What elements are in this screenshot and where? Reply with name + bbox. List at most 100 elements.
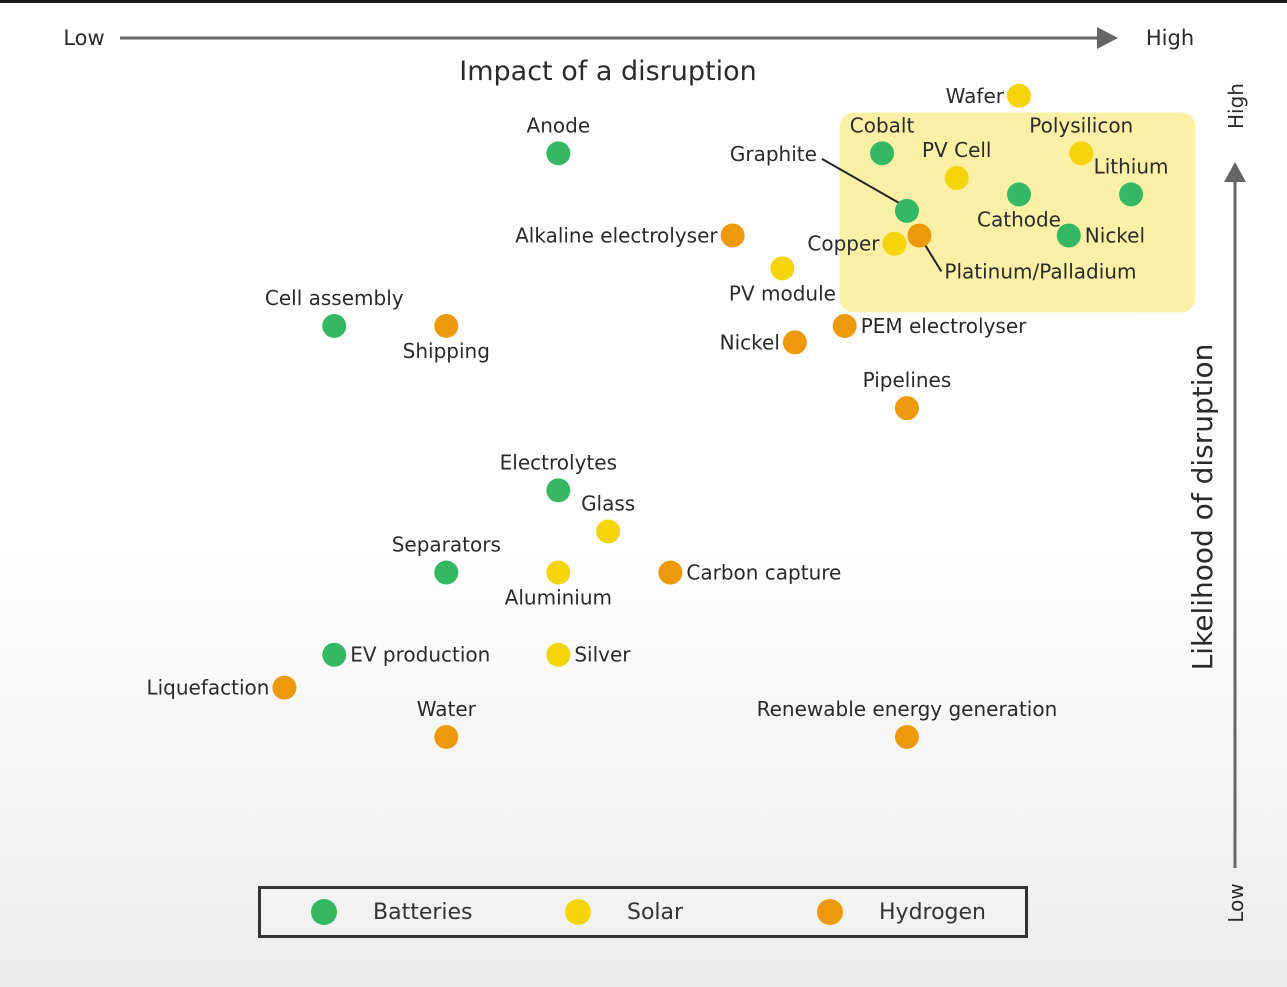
data-point-marker: [546, 560, 571, 585]
label-leader-line: [821, 157, 900, 204]
legend-dot-batteries: [311, 899, 337, 925]
data-point-label: Silver: [574, 643, 631, 667]
data-point-marker: [1069, 141, 1094, 166]
legend-dot-solar: [565, 899, 591, 925]
data-point-label: Renewable energy generation: [757, 697, 1058, 721]
data-point-marker: [1119, 182, 1144, 207]
point-silver-solar: Silver: [546, 642, 631, 667]
data-point-label: Cathode: [977, 207, 1061, 231]
point-wafer-solar: Wafer: [946, 83, 1031, 108]
x-axis-arrowhead: [1097, 27, 1118, 49]
data-point-marker: [720, 223, 745, 248]
data-points: Anode Cobalt Wafer Polysilicon PV Cell Lithiu…: [146, 83, 1169, 749]
highlight-region: [839, 112, 1196, 313]
data-point-label: PV Cell: [922, 138, 991, 162]
data-point-label: Nickel: [720, 330, 780, 354]
point-nickel-hydrogen: Nickel: [720, 330, 807, 355]
legend: Batteries Solar Hydrogen: [258, 886, 1028, 938]
data-point-marker: [907, 223, 932, 248]
data-point-marker: [1007, 83, 1031, 108]
data-point-label: Platinum/Palladium: [944, 260, 1136, 284]
data-point-marker: [272, 675, 297, 700]
point-platinum-palladium-hydrogen: Platinum/Palladium: [907, 223, 1136, 284]
point-carbon-capture-hydrogen: Carbon capture: [658, 560, 841, 585]
point-water-hydrogen: Water: [417, 697, 477, 749]
legend-item-solar: Solar: [565, 889, 683, 935]
data-point-label: Carbon capture: [686, 561, 841, 585]
data-point-label: Water: [417, 697, 477, 721]
highlight-layer: [839, 112, 1196, 313]
data-point-label: Graphite: [730, 142, 817, 166]
data-point-marker: [322, 642, 347, 667]
data-point-label: Cell assembly: [265, 286, 404, 310]
point-cobalt-batteries: Cobalt: [850, 113, 915, 166]
legend-item-hydrogen: Hydrogen: [817, 889, 986, 935]
legend-dot-hydrogen: [817, 899, 843, 925]
point-lithium-batteries: Lithium: [1094, 154, 1169, 207]
data-point-label: Alkaline electrolyser: [515, 224, 718, 248]
data-point-marker: [434, 724, 459, 749]
data-point-marker: [322, 313, 347, 338]
data-point-marker: [870, 141, 895, 166]
y-axis-title: Likelihood of disruption: [1186, 344, 1219, 671]
data-point-marker: [770, 256, 795, 281]
point-cathode-batteries: Cathode: [977, 182, 1061, 231]
data-point-label: Polysilicon: [1029, 113, 1133, 137]
data-point-marker: [894, 396, 919, 421]
point-pem-electrolyser-hydrogen: PEM electrolyser: [832, 313, 1027, 338]
point-separators-batteries: Separators: [392, 533, 501, 585]
point-cell-assembly-batteries: Cell assembly: [265, 286, 404, 338]
data-point-label: Pipelines: [863, 368, 952, 392]
data-point-label: Wafer: [946, 84, 1005, 108]
legend-label-solar: Solar: [627, 899, 684, 925]
data-point-marker: [894, 198, 919, 223]
point-renewable-energy-generation-hydrogen: Renewable energy generation: [757, 697, 1058, 749]
data-point-marker: [546, 141, 571, 166]
data-point-label: Liquefaction: [146, 676, 269, 700]
x-axis-low-label: Low: [63, 26, 104, 50]
x-axis-high-label: High: [1146, 26, 1194, 50]
leader-lines: [821, 157, 943, 273]
data-point-label: Aluminium: [505, 586, 612, 610]
point-electrolytes-batteries: Electrolytes: [500, 450, 617, 503]
y-axis-low-label: Low: [1224, 883, 1248, 922]
data-point-marker: [596, 519, 621, 544]
point-pv-module-solar: PV module: [729, 256, 836, 305]
data-point-label: Shipping: [403, 339, 490, 363]
data-point-marker: [1056, 223, 1081, 248]
data-point-marker: [434, 313, 459, 338]
data-point-label: Copper: [807, 232, 880, 256]
point-ev-production-batteries: EV production: [322, 642, 490, 667]
point-nickel-batteries: Nickel: [1056, 223, 1145, 248]
data-point-label: PV module: [729, 281, 836, 305]
point-graphite-batteries: Graphite: [730, 142, 919, 223]
data-point-marker: [832, 313, 857, 338]
data-point-label: Anode: [527, 113, 591, 137]
point-anode-batteries: Anode: [527, 113, 591, 166]
data-point-marker: [782, 330, 807, 355]
data-point-marker: [894, 724, 919, 749]
legend-item-batteries: Batteries: [311, 889, 473, 935]
point-pv-cell-solar: PV Cell: [922, 138, 991, 190]
data-point-label: Separators: [392, 533, 501, 557]
data-point-marker: [944, 165, 969, 190]
data-point-label: EV production: [350, 643, 490, 667]
data-point-label: Nickel: [1085, 224, 1145, 248]
data-point-marker: [658, 560, 683, 585]
point-polysilicon-solar: Polysilicon: [1029, 113, 1133, 166]
y-axis-arrowhead: [1224, 162, 1246, 182]
data-point-marker: [434, 560, 459, 585]
point-liquefaction-hydrogen: Liquefaction: [146, 675, 297, 700]
point-copper-solar: Copper: [807, 231, 907, 256]
point-pipelines-hydrogen: Pipelines: [863, 368, 952, 421]
data-point-label: PEM electrolyser: [861, 314, 1027, 338]
point-alkaline-electrolyser-hydrogen: Alkaline electrolyser: [515, 223, 745, 248]
data-point-label: Cobalt: [850, 113, 915, 137]
legend-label-hydrogen: Hydrogen: [879, 899, 986, 925]
point-glass-solar: Glass: [581, 491, 635, 544]
data-point-marker: [1007, 182, 1031, 207]
point-aluminium-solar: Aluminium: [505, 560, 612, 610]
data-point-marker: [882, 231, 907, 256]
